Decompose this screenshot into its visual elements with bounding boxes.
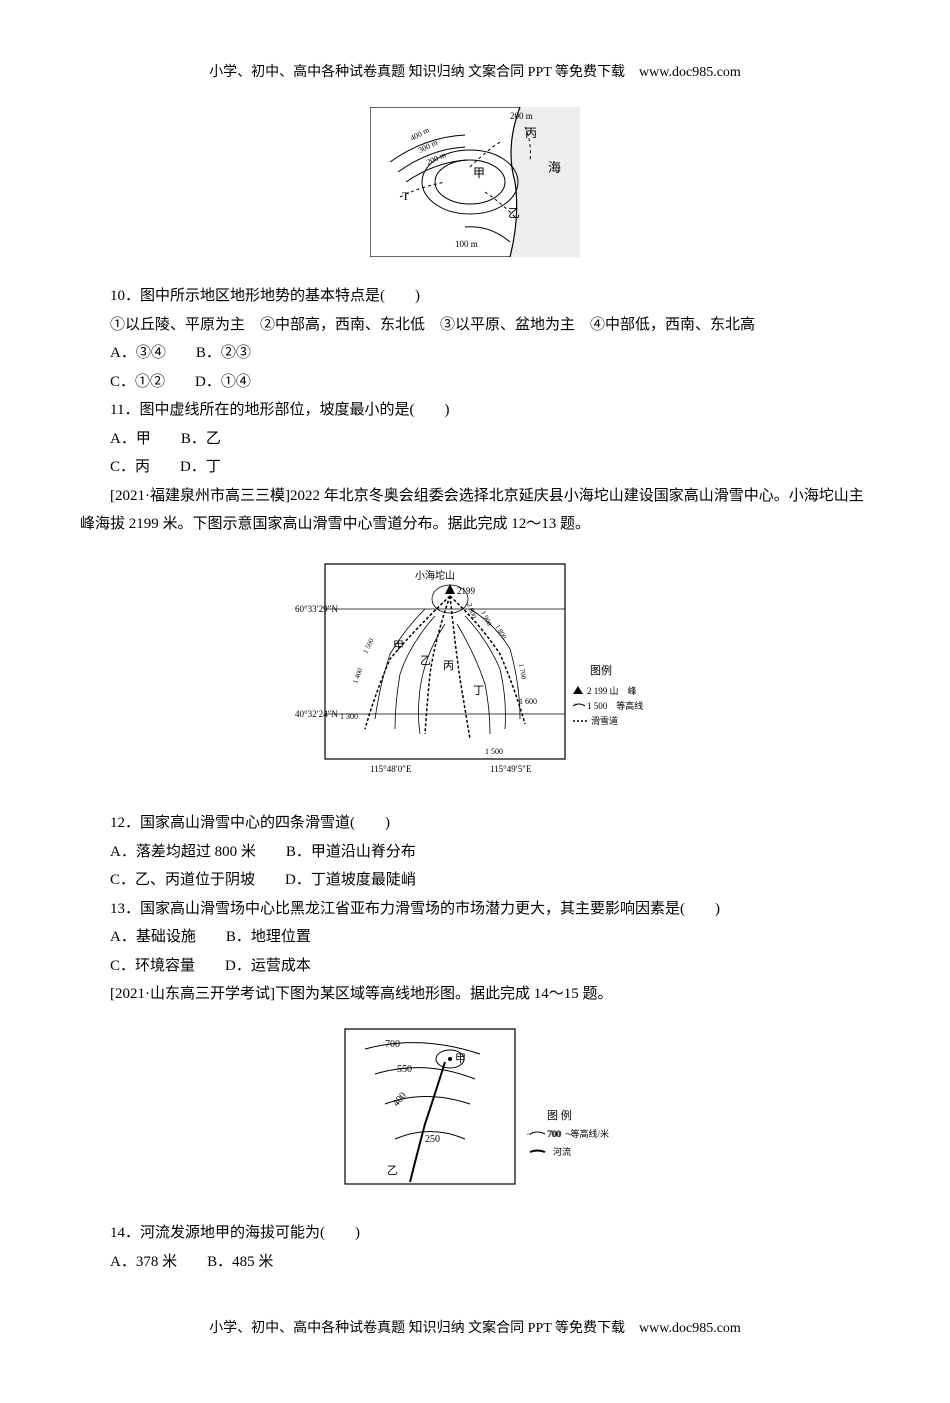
label-jia-2: 甲 [393, 640, 404, 652]
legend-river: 河流 [553, 1146, 571, 1157]
c250: 250 [425, 1134, 440, 1145]
q13-options-line2: C．环境容量 D．运营成本 [80, 952, 870, 981]
q13-options-line1: A．基础设施 B．地理位置 [80, 923, 870, 952]
label-bing: 丙 [525, 126, 537, 140]
q10-desc: ①以丘陵、平原为主 ②中部高，西南、东北低 ③以平原、盆地为主 ④中部低，西南、… [80, 311, 870, 340]
c550: 550 [397, 1064, 412, 1075]
label-jia-3: 甲 [455, 1053, 466, 1065]
label-200m: 200 m [510, 111, 533, 121]
label-yi-2: 乙 [420, 654, 431, 667]
peak-name: 小海坨山 [415, 569, 455, 582]
q11-options-line1: A．甲 B．乙 [80, 425, 870, 454]
lat2: 40°32′24″N [295, 709, 338, 719]
q14-options-line1: A．378 米 B．485 米 [80, 1248, 870, 1277]
label-yi: 乙 [508, 206, 520, 220]
c1300: 1 300 [340, 712, 358, 721]
q14-prompt: 14．河流发源地甲的海拔可能为( ) [80, 1219, 870, 1248]
q10-options-line2: C．①② D．①④ [80, 368, 870, 397]
page-header: 小学、初中、高中各种试卷真题 知识归纳 文案合同 PPT 等免费下载 www.d… [80, 60, 870, 87]
q10-options-line1: A．③④ B．②③ [80, 339, 870, 368]
figure-1: T 甲 乙 丙 海 200 m 400 m 300 m 200 m 100 m [80, 107, 870, 268]
legend-title-3: 图 例 [547, 1108, 572, 1122]
q13-prompt: 13．国家高山滑雪场中心比黑龙江省亚布力滑雪场的市场潜力更大，其主要影响因素是(… [80, 895, 870, 924]
label-100m: 100 m [455, 239, 478, 249]
label-yi-3: 乙 [387, 1164, 398, 1177]
label-hai: 海 [548, 160, 561, 175]
q12-options-line1: A．落差均超过 800 米 B．甲道沿山脊分布 [80, 838, 870, 867]
lat1: 60°33′29″N [295, 604, 338, 614]
legend-ski: 滑雪道 [591, 715, 618, 726]
c1500: 1 500 [485, 747, 503, 756]
lon1: 115°48′0″E [370, 764, 412, 774]
legend-title-2: 图例 [590, 663, 612, 677]
label-bing-2: 丙 [443, 660, 454, 672]
q12-prompt: 12．国家高山滑雪中心的四条滑雪道( ) [80, 809, 870, 838]
q11-prompt: 11．图中虚线所在的地形部位，坡度最小的是( ) [80, 396, 870, 425]
legend-contour-3: 700 等高线/米 [548, 1128, 609, 1139]
legend-peak: 2 199 山 峰 [587, 686, 637, 696]
figure-2: 60°33′29″N 40°32′24″N 115°48′0″E 115°49′… [80, 554, 870, 795]
lon2: 115°49′5″E [490, 764, 532, 774]
passage-2: [2021·山东高三开学考试]下图为某区域等高线地形图。据此完成 14～15 题… [80, 980, 870, 1009]
legend-contour-2: 1 500 等高线 [587, 700, 643, 711]
label-ding-2: 丁 [473, 685, 484, 697]
q10-prompt: 10．图中所示地区地形地势的基本特点是( ) [80, 282, 870, 311]
label-T: T [402, 189, 410, 203]
q11-options-line2: C．丙 D．丁 [80, 453, 870, 482]
svg-text:~: ~ [527, 1130, 532, 1139]
figure-3: 甲 乙 700 550 400 250 图 例 ~ 700 ～ 700 等高线/… [80, 1024, 870, 1205]
q12-options-line2: C．乙、丙道位于阴坡 D．丁道坡度最陡峭 [80, 866, 870, 895]
c700: 700 [385, 1039, 400, 1050]
label-jia: 甲 [473, 166, 485, 180]
passage-1: [2021·福建泉州市高三三模]2022 年北京冬奥会组委会选择北京延庆县小海坨… [80, 482, 870, 539]
c1600: 1 600 [519, 697, 537, 706]
page-footer: 小学、初中、高中各种试卷真题 知识归纳 文案合同 PPT 等免费下载 www.d… [80, 1316, 870, 1343]
svg-text:~: ~ [574, 701, 578, 709]
